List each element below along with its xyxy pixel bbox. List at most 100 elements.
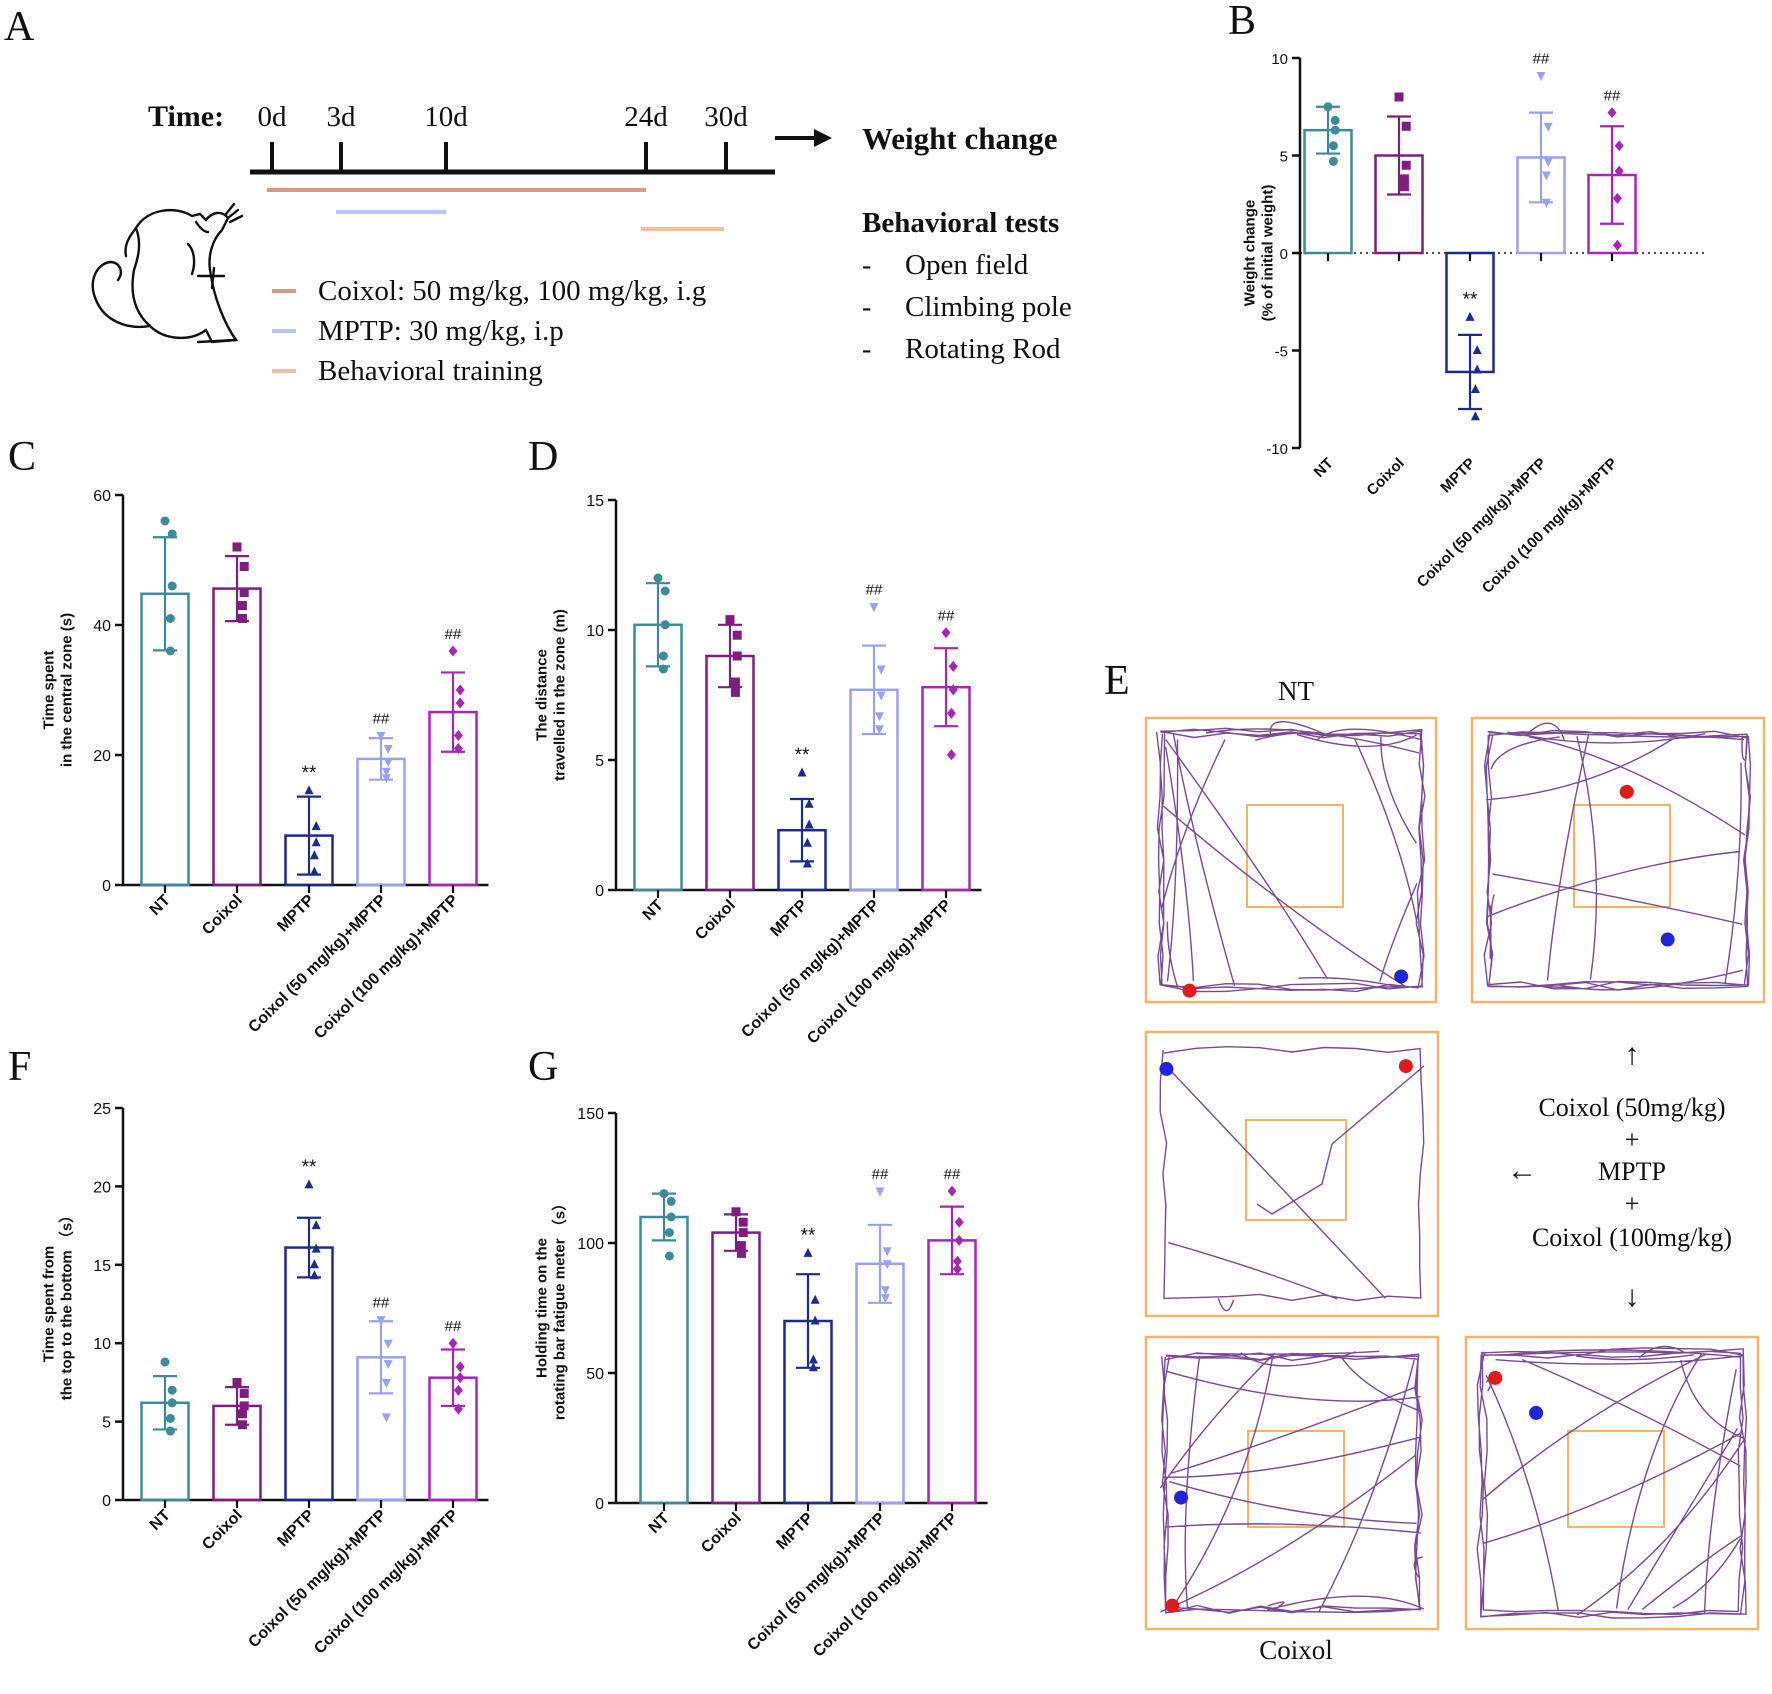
x-tick-label: Coixol (100 mg/kg)+MPTP — [311, 892, 462, 1043]
y-tick-label: 15 — [586, 493, 604, 510]
y-axis-label-line: travelled in the zone (m) — [552, 609, 569, 781]
timeline-arrow-head — [814, 129, 832, 147]
data-point — [797, 767, 807, 777]
data-point — [803, 1247, 813, 1257]
data-point — [165, 614, 175, 623]
movement-track — [1159, 1046, 1425, 1312]
arrow-up-icon: ↑ — [1625, 1038, 1640, 1071]
movement-track — [1483, 722, 1752, 991]
data-point — [311, 1243, 321, 1253]
data-point — [376, 732, 386, 741]
data-point — [736, 1241, 746, 1251]
center-legend-line-2: + — [1625, 1125, 1640, 1154]
y-tick-label: 0 — [1280, 246, 1288, 263]
x-tick-label: NT — [147, 892, 174, 919]
data-point — [738, 1217, 748, 1227]
data-point — [1614, 140, 1624, 152]
data-point — [455, 1361, 465, 1373]
behavior-test-item: Climbing pole — [905, 291, 1072, 323]
panel-label-f: F — [8, 1044, 31, 1090]
end-marker — [1394, 969, 1409, 984]
x-tick-label: NT — [646, 1510, 673, 1537]
y-tick-label: 0 — [595, 1496, 604, 1513]
data-point — [666, 1196, 676, 1206]
data-point — [232, 1377, 242, 1387]
data-point — [869, 603, 879, 613]
data-point — [167, 581, 177, 591]
track-title-coixol: Coixol — [1259, 1635, 1333, 1665]
significance-label: ## — [373, 1295, 390, 1312]
y-tick-label: 50 — [586, 1366, 604, 1383]
x-tick-label: Coixol (50 mg/kg)+MPTP — [1414, 455, 1550, 591]
data-point — [448, 1337, 458, 1349]
data-point — [731, 1207, 741, 1217]
significance-label: ## — [1533, 51, 1550, 68]
data-point — [1328, 156, 1338, 166]
data-point — [882, 1247, 892, 1257]
data-point — [455, 1372, 465, 1384]
legend-label: Behavioral training — [318, 355, 543, 387]
data-point — [1330, 115, 1340, 125]
chart-central-zone-time: 0 20 40 60 Time spentin the central zone (s)… — [41, 488, 489, 1042]
data-point — [941, 627, 951, 639]
behavior-bullet: - — [862, 292, 871, 323]
center-zone — [1247, 1430, 1345, 1528]
bar — [711, 1231, 761, 1505]
center-zone — [1567, 1430, 1665, 1528]
data-point — [1394, 92, 1404, 102]
y-tick-label: 20 — [93, 1179, 111, 1196]
center-legend-line-4: + — [1625, 1189, 1640, 1218]
data-point — [725, 615, 735, 625]
panel-label-e: E — [1104, 658, 1130, 704]
x-tick-label: NT — [640, 897, 667, 924]
end-marker — [1174, 1490, 1189, 1505]
y-tick-label: 60 — [93, 488, 111, 505]
y-axis-label: The distancetravelled in the zone (m) — [534, 609, 569, 781]
significance-label: ## — [938, 608, 955, 625]
x-tick-label: Coixol (100 mg/kg)+MPTP — [810, 1510, 961, 1661]
data-point — [810, 1315, 820, 1325]
data-point — [453, 730, 463, 741]
legend-label: Coixol: 50 mg/kg, 100 mg/kg, i.g — [318, 275, 706, 307]
data-point — [160, 1357, 170, 1367]
x-tick-label: Coixol — [1363, 455, 1407, 499]
arrow-down-icon: ↓ — [1625, 1280, 1640, 1313]
data-point — [738, 1228, 748, 1238]
y-tick-label: -10 — [1266, 441, 1288, 458]
significance-label: ## — [866, 582, 883, 599]
x-tick-label: Coixol (50 mg/kg)+MPTP — [738, 897, 883, 1042]
y-tick-label: 5 — [102, 1415, 111, 1432]
x-tick-label: Coixol (100 mg/kg)+MPTP — [311, 1507, 462, 1658]
data-point — [311, 1220, 321, 1230]
end-marker — [1159, 1061, 1174, 1076]
data-point — [954, 1234, 964, 1246]
panel-label-b: B — [1228, 0, 1256, 44]
data-point — [660, 620, 670, 630]
data-point — [730, 687, 740, 697]
data-point — [239, 1401, 249, 1411]
data-point — [376, 1316, 386, 1326]
x-tick-label: Coixol (50 mg/kg)+MPTP — [245, 1507, 390, 1652]
data-point — [948, 660, 958, 672]
data-point — [1399, 174, 1409, 184]
y-axis-label-line: (% of initial weight) — [1260, 185, 1277, 322]
data-point — [232, 542, 242, 552]
data-point — [237, 614, 247, 623]
behavior-bullet: - — [862, 334, 871, 365]
data-point — [165, 1413, 175, 1423]
data-point — [167, 1398, 177, 1408]
data-point — [947, 1185, 957, 1197]
significance-label: ## — [872, 1166, 889, 1183]
data-point — [448, 645, 458, 657]
arrow-left-icon: ← — [1507, 1154, 1537, 1187]
data-point — [1612, 239, 1622, 251]
data-point — [1323, 102, 1333, 112]
movement-track — [1155, 721, 1426, 993]
data-point — [658, 651, 668, 661]
data-point — [309, 866, 319, 876]
x-tick-label: Coixol — [199, 892, 246, 939]
bar — [639, 1215, 689, 1505]
y-tick-label: 40 — [93, 618, 111, 635]
y-tick-label: 150 — [577, 1106, 604, 1123]
data-point — [1399, 182, 1409, 192]
